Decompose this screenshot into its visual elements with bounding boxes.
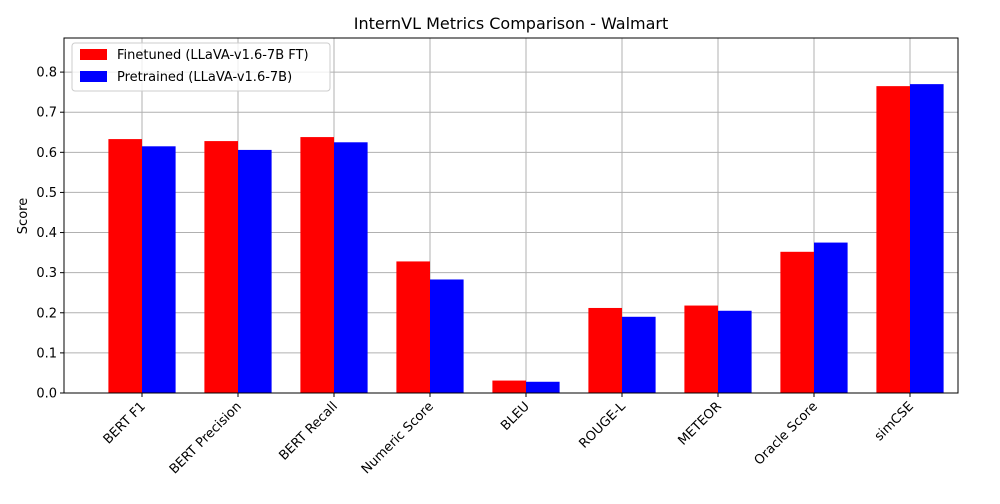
x-tick-label: Numeric Score (359, 399, 437, 477)
bar-pretrained (814, 242, 848, 393)
x-tick-label: BERT Recall (276, 399, 340, 463)
x-tick-label: BERT F1 (101, 399, 149, 447)
y-tick-label: 0.7 (36, 106, 57, 121)
y-tick-label: 0.3 (36, 266, 57, 281)
legend-label-pretrained: Pretrained (LLaVA-v1.6-7B) (117, 70, 292, 85)
x-tick-label: METEOR (675, 399, 724, 448)
x-tick-label: BERT Precision (167, 399, 245, 477)
y-tick-label: 0.0 (36, 387, 57, 402)
legend-label-finetuned: Finetuned (LLaVA-v1.6-7B FT) (117, 48, 309, 63)
bar-finetuned (780, 251, 814, 393)
legend-box (71, 42, 331, 92)
bars (108, 84, 944, 393)
bar-finetuned (876, 86, 910, 393)
bar-finetuned (684, 305, 718, 393)
legend-swatch-pretrained (80, 71, 107, 82)
x-tick-label: Oracle Score (752, 399, 821, 468)
y-tick-label: 0.5 (36, 186, 57, 201)
bar-pretrained (142, 146, 176, 393)
plot-frame (63, 37, 959, 394)
bar-finetuned (108, 139, 142, 393)
bar-finetuned (204, 141, 238, 393)
bar-finetuned (300, 137, 334, 393)
bar-pretrained (718, 310, 752, 393)
bar-finetuned (588, 307, 622, 393)
y-tick-label: 0.8 (36, 66, 57, 81)
x-tick-label: ROUGE-L (576, 399, 629, 452)
bar-pretrained (238, 149, 272, 393)
y-tick-label: 0.6 (36, 146, 57, 161)
y-tick-label: 0.1 (36, 346, 57, 361)
bar-pretrained (334, 142, 368, 393)
x-tick-label: BLEU (498, 399, 533, 434)
y-axis-label: Score (16, 198, 31, 234)
legend: Finetuned (LLaVA-v1.6-7B FT) Pretrained … (71, 42, 331, 92)
bar-pretrained (526, 381, 560, 393)
y-tick-label: 0.2 (36, 306, 57, 321)
bar-finetuned (396, 261, 430, 393)
chart-title: InternVL Metrics Comparison - Walmart (354, 14, 669, 33)
bar-pretrained (910, 84, 944, 393)
bar-finetuned (492, 380, 526, 393)
bar-pretrained (430, 279, 464, 393)
x-tick-label: simCSE (872, 399, 917, 444)
y-tick-label: 0.4 (36, 226, 57, 241)
legend-swatch-finetuned (80, 49, 107, 60)
bar-pretrained (622, 316, 656, 393)
